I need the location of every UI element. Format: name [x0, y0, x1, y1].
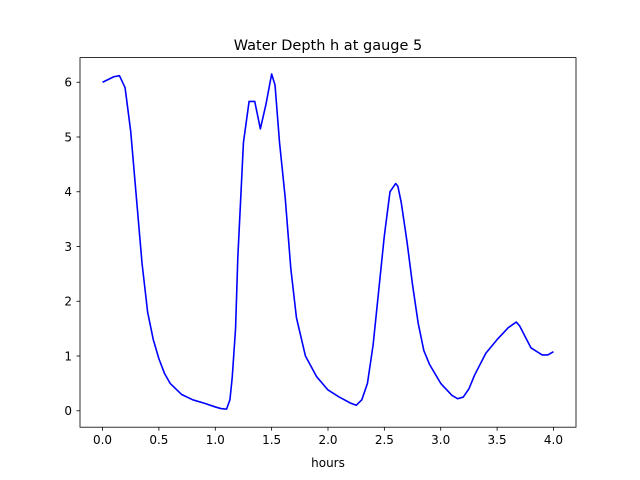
y-tick-label: 4: [64, 185, 72, 199]
x-tick-label: 0.0: [93, 433, 112, 447]
x-tick-label: 0.5: [149, 433, 168, 447]
y-axis: 0 1 2 3 4 5 6: [64, 76, 80, 418]
y-tick-label: 3: [64, 240, 72, 254]
x-tick-label: 2.0: [318, 433, 337, 447]
plot-lines: [102, 73, 554, 410]
y-tick-label: 0: [64, 404, 72, 418]
series-line-0: [102, 73, 554, 410]
y-tick-label: 1: [64, 349, 72, 363]
x-tick-label: 3.5: [488, 433, 507, 447]
x-tick-label: 1.0: [206, 433, 225, 447]
y-tick-label: 5: [64, 130, 72, 144]
x-tick-label: 4.0: [544, 433, 563, 447]
x-tick-label: 2.5: [375, 433, 394, 447]
x-axis: 0.0 0.5 1.0 1.5 2.0 2.5 3.0 3.5 4.0: [93, 427, 563, 447]
x-axis-label: hours: [311, 456, 345, 470]
chart-title: Water Depth h at gauge 5: [234, 38, 422, 54]
y-tick-label: 6: [64, 76, 72, 90]
x-tick-label: 3.0: [431, 433, 450, 447]
x-tick-label: 1.5: [262, 433, 281, 447]
y-tick-label: 2: [64, 295, 72, 309]
